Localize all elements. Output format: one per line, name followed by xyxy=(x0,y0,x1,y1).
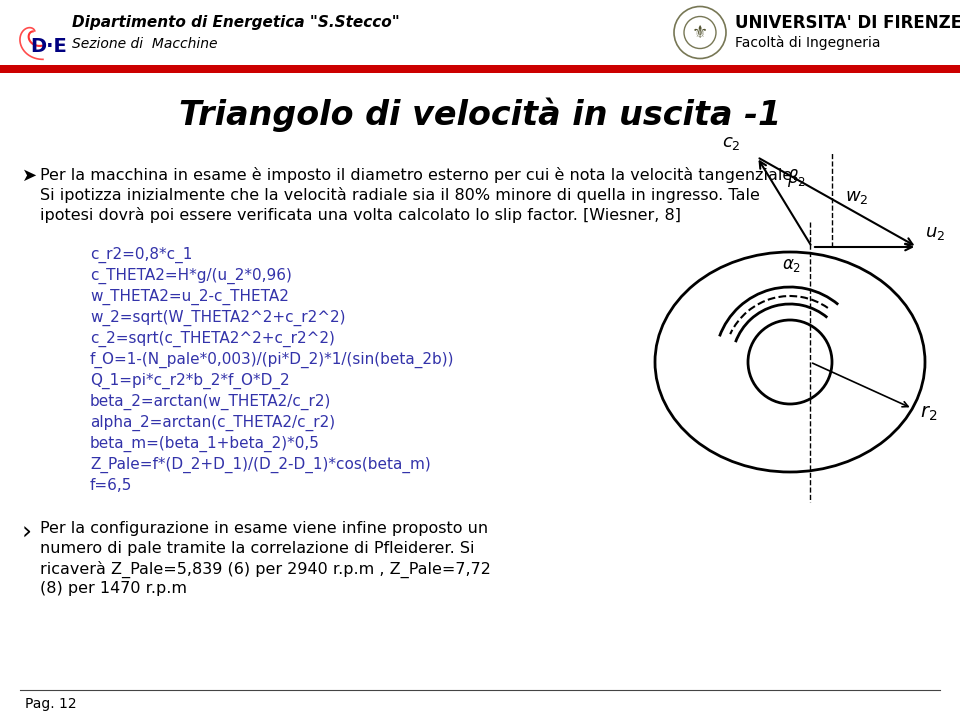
Text: $w_2$: $w_2$ xyxy=(845,188,869,206)
Text: c_2=sqrt(c_THETA2^2+c_r2^2): c_2=sqrt(c_THETA2^2+c_r2^2) xyxy=(90,331,335,347)
Text: ipotesi dovrà poi essere verificata una volta calcolato lo slip factor. [Wiesner: ipotesi dovrà poi essere verificata una … xyxy=(40,207,681,223)
Text: c_THETA2=H*g/(u_2*0,96): c_THETA2=H*g/(u_2*0,96) xyxy=(90,268,292,284)
Text: w_THETA2=u_2-c_THETA2: w_THETA2=u_2-c_THETA2 xyxy=(90,289,289,305)
Text: $c_2$: $c_2$ xyxy=(722,134,741,152)
Text: (8) per 1470 r.p.m: (8) per 1470 r.p.m xyxy=(40,581,187,596)
Text: $\beta_2$: $\beta_2$ xyxy=(787,167,805,189)
Text: c_r2=0,8*c_1: c_r2=0,8*c_1 xyxy=(90,247,192,264)
Text: Si ipotizza inizialmente che la velocità radiale sia il 80% minore di quella in : Si ipotizza inizialmente che la velocità… xyxy=(40,187,760,203)
Text: ⚜: ⚜ xyxy=(692,24,708,41)
Text: ›: › xyxy=(22,521,32,545)
Text: Per la macchina in esame è imposto il diametro esterno per cui è nota la velocit: Per la macchina in esame è imposto il di… xyxy=(40,167,798,183)
Text: UNIVERSITA' DI FIRENZE: UNIVERSITA' DI FIRENZE xyxy=(735,14,960,32)
Text: ricaverà Z_Pale=5,839 (6) per 2940 r.p.m , Z_Pale=7,72: ricaverà Z_Pale=5,839 (6) per 2940 r.p.m… xyxy=(40,561,491,578)
Text: beta_m=(beta_1+beta_2)*0,5: beta_m=(beta_1+beta_2)*0,5 xyxy=(90,436,320,452)
Text: $r_2$: $r_2$ xyxy=(921,404,938,423)
Text: ➤: ➤ xyxy=(22,167,37,185)
Text: $\alpha_2$: $\alpha_2$ xyxy=(782,256,802,274)
Text: w_2=sqrt(W_THETA2^2+c_r2^2): w_2=sqrt(W_THETA2^2+c_r2^2) xyxy=(90,310,346,326)
Text: numero di pale tramite la correlazione di Pfleiderer. Si: numero di pale tramite la correlazione d… xyxy=(40,541,474,556)
Text: Triangolo di velocità in uscita -1: Triangolo di velocità in uscita -1 xyxy=(179,97,781,132)
Text: D·E: D·E xyxy=(30,37,67,56)
Text: f_O=1-(N_pale*0,003)/(pi*D_2)*1/(sin(beta_2b)): f_O=1-(N_pale*0,003)/(pi*D_2)*1/(sin(bet… xyxy=(90,352,454,368)
Text: f=6,5: f=6,5 xyxy=(90,478,132,493)
Text: Dipartimento di Energetica "S.Stecco": Dipartimento di Energetica "S.Stecco" xyxy=(72,15,399,30)
Text: Pag. 12: Pag. 12 xyxy=(25,697,77,711)
Text: Sezione di  Macchine: Sezione di Macchine xyxy=(72,37,218,51)
Bar xyxy=(0,65,960,73)
Text: Z_Pale=f*(D_2+D_1)/(D_2-D_1)*cos(beta_m): Z_Pale=f*(D_2+D_1)/(D_2-D_1)*cos(beta_m) xyxy=(90,457,431,473)
Text: Q_1=pi*c_r2*b_2*f_O*D_2: Q_1=pi*c_r2*b_2*f_O*D_2 xyxy=(90,373,290,389)
Text: Per la configurazione in esame viene infine proposto un: Per la configurazione in esame viene inf… xyxy=(40,521,488,536)
Text: alpha_2=arctan(c_THETA2/c_r2): alpha_2=arctan(c_THETA2/c_r2) xyxy=(90,415,335,431)
Bar xyxy=(0,0,960,65)
Text: Facoltà di Ingegneria: Facoltà di Ingegneria xyxy=(735,36,880,51)
Text: $u_2$: $u_2$ xyxy=(925,224,946,242)
Text: beta_2=arctan(w_THETA2/c_r2): beta_2=arctan(w_THETA2/c_r2) xyxy=(90,394,331,410)
